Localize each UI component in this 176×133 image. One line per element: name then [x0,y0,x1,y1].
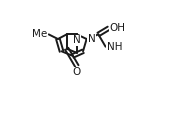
Text: OH: OH [110,23,126,33]
Text: Me: Me [32,29,47,39]
Text: O: O [73,67,81,77]
Text: NH: NH [107,42,122,52]
Text: N: N [88,34,96,44]
Text: N: N [73,35,81,45]
